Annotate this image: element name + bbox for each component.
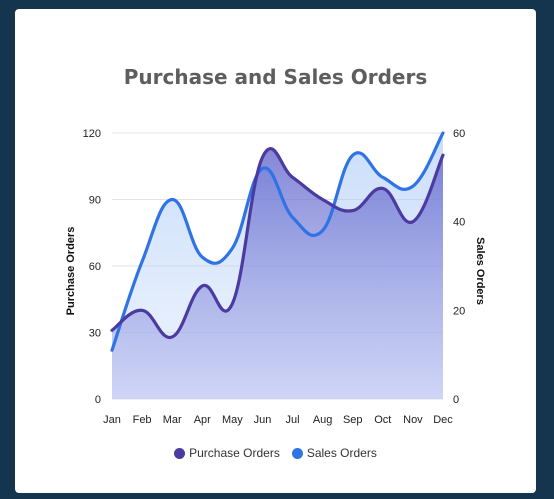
legend: Purchase Orders Sales Orders	[15, 446, 536, 460]
legend-marker-purchase	[174, 447, 186, 459]
area-purchase-orders	[112, 148, 443, 399]
y-right-tick-label: 40	[453, 217, 465, 229]
legend-label-purchase: Purchase Orders	[189, 446, 280, 460]
y-right-tick-label: 60	[453, 128, 465, 140]
chart-svg: 0 30 60 90 120 0 20 40 60 Jan Feb Mar Apr May Jun Jul Au…	[65, 128, 486, 426]
axis-ticks: 0 30 60 90 120 0 20 40 60 Jan Feb Mar Apr May Jun Jul Au…	[83, 128, 466, 426]
y-left-tick-label: 90	[89, 195, 101, 207]
y-right-tick-label: 20	[453, 305, 465, 317]
x-tick-label: May	[222, 414, 243, 426]
x-tick-label: Feb	[133, 414, 152, 426]
legend-marker-sales	[291, 447, 303, 459]
x-tick-label: Sep	[343, 414, 363, 426]
y-axis-right-label: Sales Orders	[474, 237, 486, 305]
y-axis-left-label: Purchase Orders	[65, 227, 77, 316]
legend-label-sales: Sales Orders	[306, 446, 377, 460]
y-right-tick-label: 0	[453, 394, 459, 406]
line-purchase-orders[interactable]	[110, 147, 445, 339]
y-left-tick-label: 30	[89, 328, 101, 340]
x-tick-label: Jan	[103, 414, 121, 426]
y-left-tick-label: 60	[89, 261, 101, 273]
chart-title: Purchase and Sales Orders	[123, 65, 428, 89]
legend-item-sales-orders[interactable]: Sales Orders	[291, 446, 377, 460]
legend-item-purchase-orders[interactable]: Purchase Orders	[174, 446, 280, 460]
x-tick-label: Mar	[163, 414, 182, 426]
x-tick-label: Jul	[286, 414, 300, 426]
x-tick-label: Dec	[433, 414, 453, 426]
series-lines	[110, 131, 445, 352]
series-areas	[112, 133, 443, 399]
x-tick-label: Oct	[374, 414, 391, 426]
x-tick-label: Apr	[194, 414, 211, 426]
y-left-tick-label: 0	[95, 394, 101, 406]
x-tick-label: Aug	[313, 414, 333, 426]
line-sales-orders[interactable]	[110, 131, 445, 352]
x-tick-label: Jun	[254, 414, 272, 426]
x-tick-label: Nov	[403, 414, 423, 426]
chart-card: Purchase and Sales Orders 0 30 60 90 120 0 20 4…	[15, 9, 536, 493]
y-left-tick-label: 120	[83, 128, 101, 140]
